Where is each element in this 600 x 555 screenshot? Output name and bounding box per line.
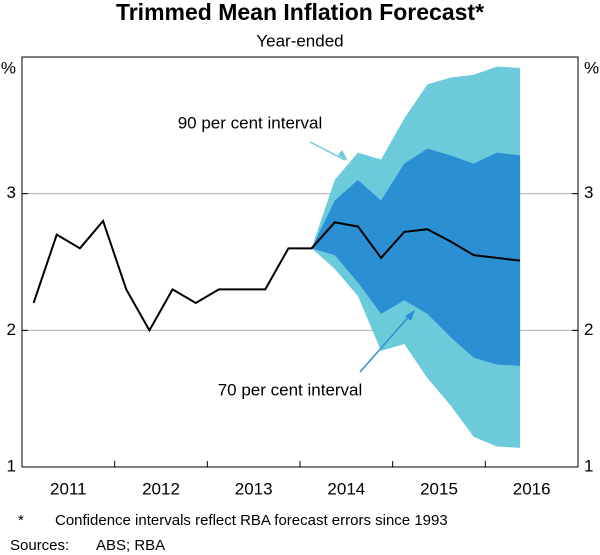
x-tick-label: 2015 xyxy=(420,479,458,498)
interval-band xyxy=(311,148,521,366)
y-tick-label: % xyxy=(1,58,16,77)
x-tick-label: 2014 xyxy=(327,479,365,498)
annotation-arrowhead xyxy=(405,310,415,321)
y-tick-label: 2 xyxy=(7,320,16,339)
annotation: 90 per cent interval xyxy=(178,113,323,132)
annotation-arrow xyxy=(359,312,413,373)
footnote-marker: * xyxy=(18,512,24,529)
annotation-arrowhead xyxy=(338,150,348,161)
y-tick-label: 3 xyxy=(7,183,16,202)
plot-frame xyxy=(21,56,579,468)
x-tick-label: 2016 xyxy=(513,479,551,498)
y2-tick-label: 1 xyxy=(584,456,593,475)
y2-tick-label: 3 xyxy=(584,183,593,202)
sources: ABS; RBA xyxy=(96,537,165,554)
line xyxy=(32,219,521,333)
y2-tick-label: % xyxy=(584,58,599,77)
annotation-arrow xyxy=(309,141,346,161)
chart-title: Trimmed Mean Inflation Forecast* xyxy=(116,0,484,25)
annotation: 70 per cent interval xyxy=(218,380,363,399)
x-tick-label: 2013 xyxy=(235,479,273,498)
y-tick-label: 1 xyxy=(7,456,16,475)
y2-tick-label: 2 xyxy=(584,320,593,339)
footnote: Confidence intervals reflect RBA forecas… xyxy=(55,512,448,529)
chart-subtitle: Year-ended xyxy=(256,31,343,50)
x-tick-label: 2012 xyxy=(142,479,180,498)
sources-label: Sources: xyxy=(10,537,69,554)
plot-area: 1 1 2 2 3 3% % 2011 2012 2013 2014 2015 2016 xyxy=(1,56,599,498)
x-tick-label: 2011 xyxy=(50,479,87,498)
